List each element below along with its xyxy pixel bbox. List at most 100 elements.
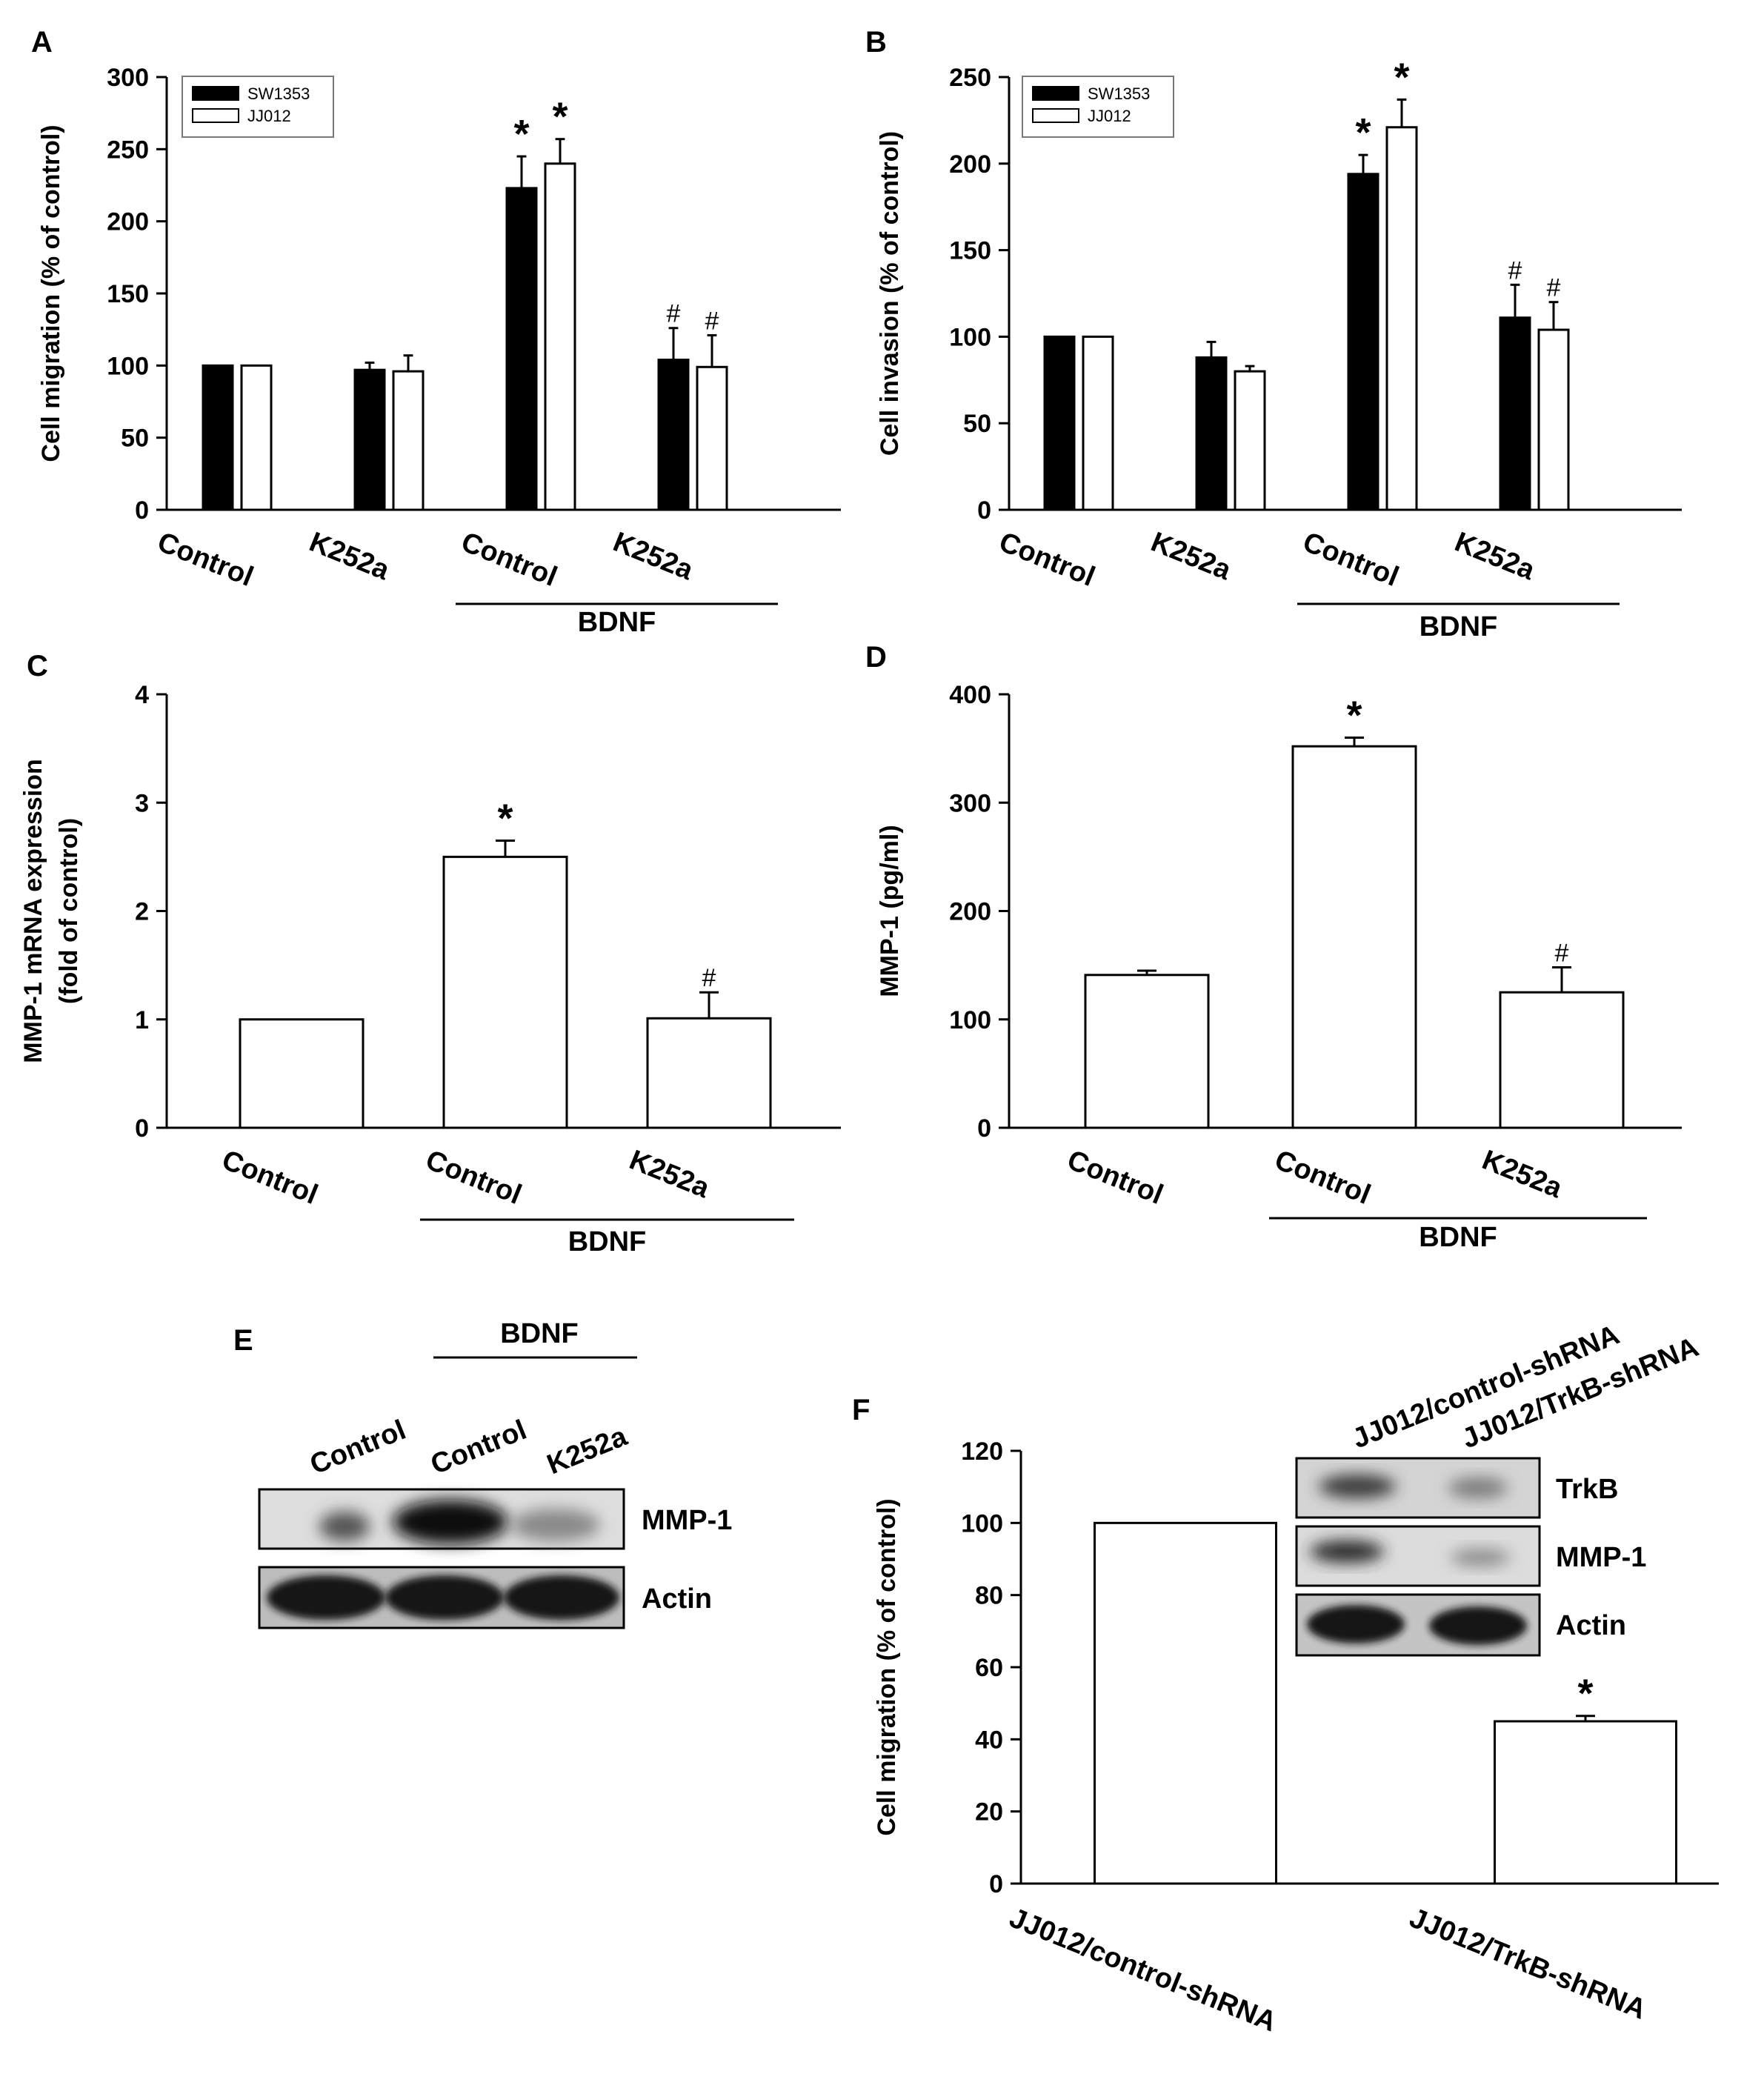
legend-label: SW1353 — [1088, 84, 1150, 103]
x-category-label: Control — [1063, 1144, 1168, 1211]
y-tick-label: 3 — [135, 789, 149, 817]
y-axis-label: Cell invasion (% of control) — [876, 131, 904, 456]
y-tick-label: 100 — [949, 1006, 991, 1034]
significance-hash: # — [1547, 274, 1561, 302]
legend-label: JJ012 — [247, 107, 291, 125]
blot-e-band — [319, 1512, 370, 1541]
bar — [505, 187, 538, 511]
x-category-label: K252a — [609, 526, 698, 586]
blot-f-row-label: Actin — [1556, 1610, 1626, 1641]
y-tick-label: 300 — [949, 789, 991, 817]
blot-e-band — [267, 1575, 385, 1620]
y-tick-label: 300 — [107, 64, 149, 92]
bar — [392, 370, 425, 511]
y-axis-label: MMP-1 mRNA expression — [19, 759, 47, 1063]
y-tick-label: 100 — [961, 1509, 1003, 1538]
bar — [1195, 356, 1228, 511]
y-tick-label: 0 — [135, 1114, 149, 1143]
significance-star: * — [1355, 110, 1371, 155]
x-category-label: K252a — [1451, 526, 1540, 586]
significance-star: * — [1577, 1672, 1593, 1716]
y-tick-label: 2 — [135, 898, 149, 926]
bar — [696, 365, 728, 511]
bar — [657, 359, 690, 511]
y-tick-label: 80 — [975, 1582, 1003, 1610]
y-tick-label: 50 — [963, 410, 991, 438]
blot-e-lane-label: K252a — [543, 1420, 632, 1480]
y-tick-label: 150 — [107, 280, 149, 308]
x-category-label: Control — [153, 526, 258, 593]
significance-star: * — [1346, 694, 1362, 738]
panel-label-c: C — [27, 650, 48, 682]
x-category-label: JJ012/control-shRNA — [1005, 1902, 1281, 2038]
x-category-label: Control — [1299, 526, 1403, 593]
bar — [1499, 991, 1625, 1129]
blot-e-row-label: Actin — [642, 1583, 712, 1615]
bar — [1043, 335, 1076, 511]
y-axis-label: Cell migration (% of control) — [873, 1498, 901, 1835]
legend-swatch — [1032, 86, 1079, 101]
x-category-label: K252a — [625, 1144, 714, 1204]
y-tick-label: 0 — [977, 496, 991, 525]
y-tick-label: 1 — [135, 1006, 149, 1034]
legend-box — [182, 76, 334, 138]
chart-b: 0 50 100 150 200 250 Cell invasion (% of contr… — [876, 55, 1682, 642]
blot-f-band — [1451, 1549, 1510, 1566]
significance-star: * — [497, 796, 513, 840]
legend-label: JJ012 — [1088, 107, 1131, 125]
y-tick-label: 200 — [949, 150, 991, 179]
significance-star: * — [1394, 55, 1409, 99]
blot-e-group-label: BDNF — [500, 1318, 579, 1349]
significance-hash: # — [702, 964, 716, 992]
legend-swatch — [192, 108, 239, 123]
western-blot-f-inset: JJ012/control-shRNA JJ012/TrkB-shRNA Trk… — [1295, 1319, 1703, 1657]
y-tick-label: 200 — [107, 208, 149, 236]
bar — [544, 162, 576, 511]
y-tick-label: 0 — [135, 496, 149, 525]
legend-label: SW1353 — [247, 84, 310, 103]
y-tick-label: 50 — [121, 425, 149, 453]
bar — [1094, 1521, 1277, 1885]
panel-label-e: E — [233, 1324, 253, 1357]
x-category-label: JJ012/TrkB-shRNA — [1405, 1902, 1651, 2025]
significance-star: * — [552, 95, 568, 139]
bar — [353, 368, 386, 511]
x-category-label: Control — [218, 1144, 322, 1211]
significance-star: * — [513, 112, 529, 156]
blot-e-lane-label: Control — [427, 1415, 531, 1481]
chart-a: 0 50 100 150 200 250 300 Cell migration (% of c… — [37, 64, 841, 638]
y-tick-label: 250 — [107, 136, 149, 164]
panel-label-a: A — [31, 26, 53, 59]
western-blot-e: BDNF Control Control K252a MMP-1 Actin — [258, 1318, 732, 1629]
y-axis-label: Cell migration (% of control) — [37, 124, 65, 462]
y-tick-label: 4 — [135, 681, 149, 709]
bar — [1537, 328, 1570, 511]
panel-label-d: D — [865, 641, 887, 674]
blot-f-row-label: MMP-1 — [1556, 1542, 1646, 1573]
y-axis-label: (fold of control) — [55, 818, 83, 1004]
y-tick-label: 120 — [961, 1437, 1003, 1466]
group-label: BDNF — [568, 1226, 647, 1257]
bar — [239, 1018, 365, 1129]
group-label: BDNF — [1419, 611, 1498, 642]
blot-e-row-label: MMP-1 — [642, 1505, 732, 1536]
y-tick-label: 150 — [949, 237, 991, 265]
y-tick-label: 250 — [949, 64, 991, 92]
x-category-label: Control — [457, 526, 562, 593]
x-category-label: K252a — [305, 526, 394, 586]
group-label: BDNF — [578, 607, 656, 638]
blot-f-band — [1319, 1475, 1396, 1498]
bar — [1234, 370, 1266, 511]
y-tick-label: 100 — [949, 323, 991, 351]
blot-f-band — [1448, 1478, 1508, 1498]
y-tick-label: 0 — [989, 1870, 1003, 1898]
group-label: BDNF — [1419, 1222, 1497, 1253]
blot-f-band — [1429, 1606, 1527, 1645]
y-axis-label: MMP-1 (pg/ml) — [876, 825, 904, 997]
panel-label-b: B — [865, 26, 887, 59]
x-category-label: Control — [422, 1144, 526, 1211]
significance-hash: # — [667, 300, 681, 328]
y-tick-label: 0 — [977, 1114, 991, 1143]
chart-d: 0 100 200 300 400 MMP-1 (pg/ml) * # Control Contr… — [876, 681, 1682, 1253]
